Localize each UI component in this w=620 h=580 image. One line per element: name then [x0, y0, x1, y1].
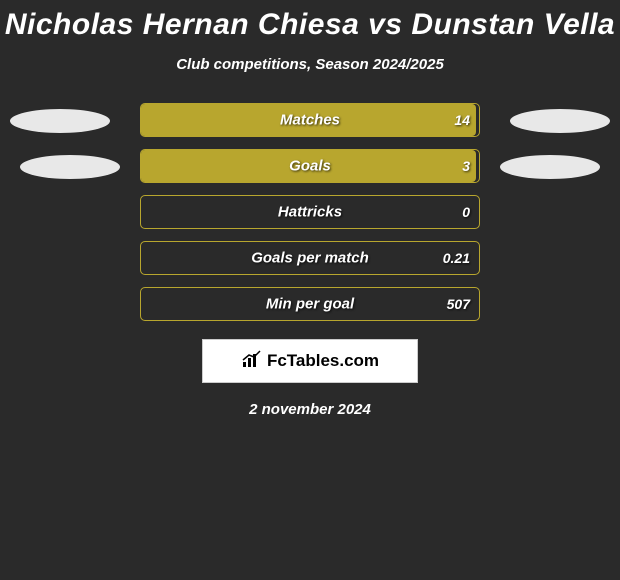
stat-row: Goals per match0.21 — [140, 241, 480, 275]
stat-row: Goals3 — [140, 149, 480, 183]
date-text: 2 november 2024 — [0, 401, 620, 418]
stats-rows: Matches14 Goals3 Hattricks0 Goals per match… — [0, 103, 620, 321]
chart-icon — [241, 350, 263, 373]
subtitle: Club competitions, Season 2024/2025 — [0, 56, 620, 73]
stat-value: 0 — [462, 204, 470, 220]
stat-label: Goals per match — [140, 250, 480, 267]
stat-label: Goals — [140, 158, 480, 175]
container: Nicholas Hernan Chiesa vs Dunstan Vella … — [0, 0, 620, 580]
stat-row: Hattricks0 — [140, 195, 480, 229]
stat-value: 14 — [454, 112, 470, 128]
stat-label: Matches — [140, 112, 480, 129]
stat-label: Hattricks — [140, 204, 480, 221]
stat-label: Min per goal — [140, 296, 480, 313]
stat-row: Min per goal507 — [140, 287, 480, 321]
stat-row: Matches14 — [140, 103, 480, 137]
stat-value: 3 — [462, 158, 470, 174]
stats-area: Matches14 Goals3 Hattricks0 Goals per match… — [0, 103, 620, 321]
brand-box[interactable]: FcTables.com — [202, 339, 418, 383]
page-title: Nicholas Hernan Chiesa vs Dunstan Vella — [0, 0, 620, 42]
stat-value: 507 — [447, 296, 470, 312]
player-left-ellipse-2 — [20, 155, 120, 179]
player-right-ellipse-1 — [510, 109, 610, 133]
brand-text: FcTables.com — [267, 351, 379, 371]
player-right-ellipse-2 — [500, 155, 600, 179]
stat-value: 0.21 — [443, 250, 470, 266]
player-left-ellipse-1 — [10, 109, 110, 133]
